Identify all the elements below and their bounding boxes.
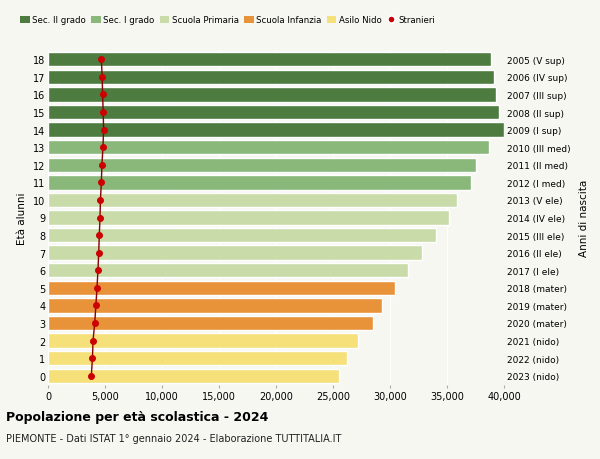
Bar [48,53,491,67]
Text: PIEMONTE - Dati ISTAT 1° gennaio 2024 - Elaborazione TUTTITALIA.IT: PIEMONTE - Dati ISTAT 1° gennaio 2024 - … [6,433,341,442]
Y-axis label: Anni di nascita: Anni di nascita [579,179,589,257]
Bar [48,176,471,190]
Legend: Sec. II grado, Sec. I grado, Scuola Primaria, Scuola Infanzia, Asilo Nido, Stran: Sec. II grado, Sec. I grado, Scuola Prim… [20,16,436,25]
Bar [48,263,408,278]
Bar [48,351,347,365]
Bar [48,106,499,120]
Bar [48,140,489,155]
Text: Popolazione per età scolastica - 2024: Popolazione per età scolastica - 2024 [6,410,268,423]
Bar [48,334,358,348]
Bar [48,211,449,225]
Bar [48,281,395,296]
Bar [48,88,496,102]
Bar [48,71,494,85]
Bar [48,123,504,138]
Bar [48,298,382,313]
Bar [48,316,373,330]
Bar [48,158,476,173]
Bar [48,246,422,260]
Bar [48,369,338,383]
Bar [48,229,436,243]
Bar [48,193,457,207]
Y-axis label: Età alunni: Età alunni [17,192,27,244]
